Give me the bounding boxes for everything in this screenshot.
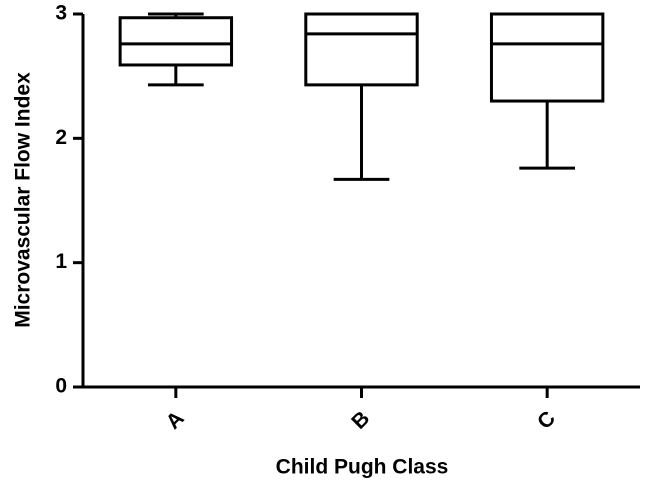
box	[118, 16, 234, 67]
y-tick-label: 3	[55, 2, 67, 25]
x-tick-label: B	[347, 407, 374, 434]
x-axis-label: Child Pugh Class	[276, 456, 449, 479]
box	[489, 12, 605, 103]
x-tick-label: A	[162, 407, 189, 434]
y-tick-label: 0	[55, 375, 67, 398]
box	[304, 12, 419, 87]
x-tick-label: C	[533, 407, 560, 434]
y-tick-label: 1	[55, 250, 67, 273]
y-tick-label: 2	[55, 126, 67, 149]
y-axis-label: Microvascular Flow Index	[12, 72, 35, 328]
